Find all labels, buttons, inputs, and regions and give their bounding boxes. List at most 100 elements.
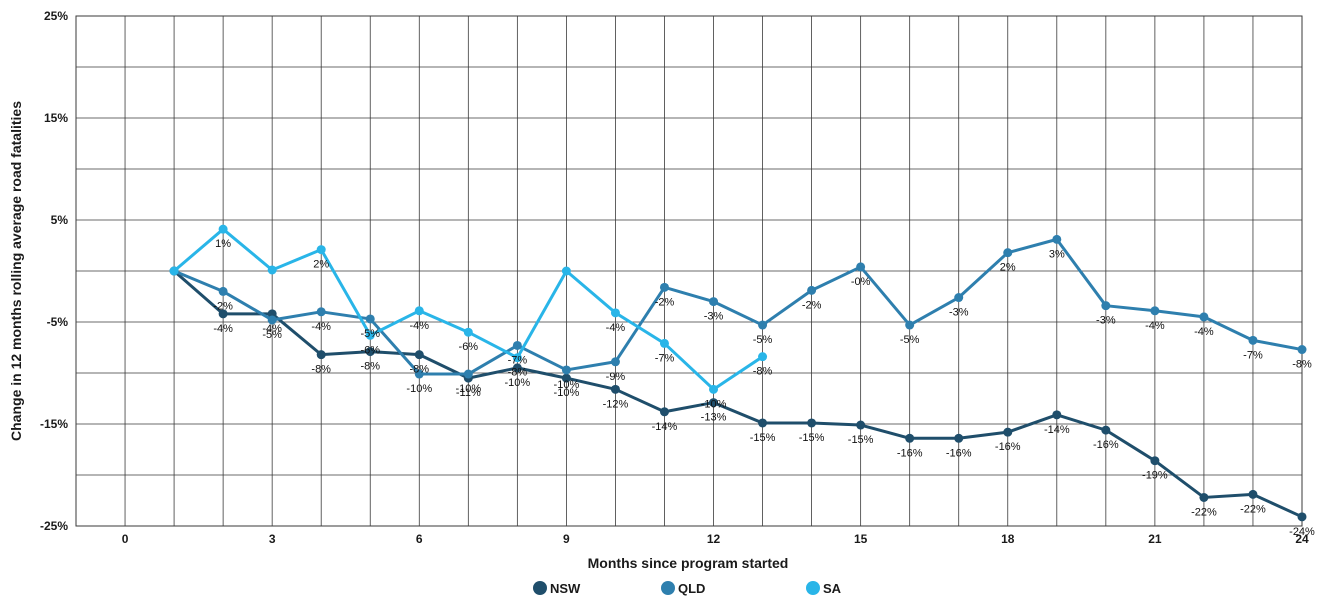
data-label-nsw: -16% bbox=[995, 441, 1021, 453]
data-point-sa bbox=[463, 327, 473, 337]
data-label-nsw: -11% bbox=[456, 387, 481, 399]
data-point-qld bbox=[218, 286, 228, 296]
data-label-qld: -2% bbox=[655, 296, 675, 308]
data-point-sa bbox=[267, 265, 277, 275]
data-label-sa: -6% bbox=[360, 344, 380, 356]
data-label-qld: -7% bbox=[508, 354, 528, 366]
data-label-sa: -4% bbox=[606, 322, 626, 334]
data-point-sa bbox=[218, 224, 228, 234]
legend-marker-qld bbox=[661, 581, 675, 595]
data-point-qld bbox=[1150, 306, 1160, 316]
x-tick-label: 0 bbox=[122, 532, 129, 546]
data-point-qld bbox=[463, 369, 473, 379]
x-tick-label: 15 bbox=[854, 532, 868, 546]
y-tick-label: -15% bbox=[40, 417, 68, 431]
data-label-nsw: -22% bbox=[1191, 506, 1217, 518]
x-tick-label: 24 bbox=[1295, 532, 1309, 546]
data-point-qld bbox=[316, 307, 326, 317]
data-point-qld bbox=[1052, 234, 1062, 244]
data-label-qld: -5% bbox=[262, 329, 282, 341]
data-label-qld: -4% bbox=[1145, 320, 1165, 332]
data-label-qld: -4% bbox=[311, 321, 331, 333]
data-point-nsw bbox=[807, 418, 817, 428]
data-point-nsw bbox=[1003, 427, 1013, 437]
data-point-sa bbox=[169, 266, 179, 276]
data-label-nsw: -15% bbox=[848, 434, 874, 446]
data-point-qld bbox=[1101, 301, 1111, 311]
data-point-nsw bbox=[561, 373, 571, 383]
data-point-sa bbox=[365, 330, 375, 340]
data-point-qld bbox=[905, 320, 915, 330]
data-point-nsw bbox=[709, 398, 719, 408]
data-label-qld: -0% bbox=[851, 276, 871, 288]
series-line-nsw bbox=[172, 269, 1304, 519]
x-tick-label: 3 bbox=[269, 532, 276, 546]
data-label-nsw: -4% bbox=[262, 323, 282, 335]
data-label-qld: -3% bbox=[949, 307, 969, 319]
data-label-nsw: -24% bbox=[1289, 526, 1315, 538]
data-point-sa bbox=[512, 353, 522, 363]
data-label-nsw: -22% bbox=[1240, 503, 1266, 515]
data-label-qld: -2% bbox=[802, 299, 822, 311]
x-tick-label: 6 bbox=[416, 532, 423, 546]
y-axis-title: Change in 12 months rolling average road… bbox=[8, 101, 24, 441]
data-point-nsw bbox=[1101, 425, 1111, 435]
y-tick-label: 15% bbox=[44, 111, 68, 125]
y-tick-label: 5% bbox=[51, 213, 69, 227]
data-label-qld: -5% bbox=[900, 334, 920, 346]
data-label-nsw: -10% bbox=[505, 377, 531, 389]
data-label-sa: -10% bbox=[701, 398, 727, 410]
data-point-sa bbox=[709, 384, 719, 394]
x-tick-label: 18 bbox=[1001, 532, 1015, 546]
data-point-nsw bbox=[1297, 512, 1307, 522]
data-label-qld: -5% bbox=[753, 334, 773, 346]
data-label-nsw: -8% bbox=[360, 361, 380, 373]
legend-marker-nsw bbox=[533, 581, 547, 595]
data-label-qld: 2% bbox=[1000, 262, 1016, 274]
data-point-nsw bbox=[316, 350, 326, 360]
data-point-nsw bbox=[758, 418, 768, 428]
data-point-nsw bbox=[512, 363, 522, 373]
data-label-qld: -5% bbox=[360, 328, 380, 340]
legend-label-qld: QLD bbox=[678, 581, 705, 596]
data-point-qld bbox=[807, 285, 817, 295]
data-label-nsw: -10% bbox=[554, 387, 580, 399]
data-label-qld: -3% bbox=[1096, 315, 1116, 327]
data-label-qld: -2% bbox=[213, 300, 233, 312]
legend-marker-sa bbox=[806, 581, 820, 595]
data-label-sa: -6% bbox=[459, 341, 479, 353]
series-lines bbox=[169, 224, 1307, 522]
data-label-nsw: -4% bbox=[213, 323, 233, 335]
data-point-nsw bbox=[610, 384, 620, 394]
data-point-sa bbox=[659, 338, 669, 348]
data-label-nsw: -14% bbox=[652, 421, 678, 433]
data-label-nsw: -15% bbox=[750, 432, 776, 444]
x-axis-title: Months since program started bbox=[588, 555, 789, 571]
data-label-nsw: -16% bbox=[897, 447, 923, 459]
data-label-nsw: -16% bbox=[946, 447, 972, 459]
data-point-nsw bbox=[954, 433, 964, 443]
data-label-sa: -8% bbox=[753, 366, 773, 378]
data-point-qld bbox=[512, 340, 522, 350]
data-point-nsw bbox=[905, 433, 915, 443]
data-label-qld: -10% bbox=[455, 383, 481, 395]
data-label-qld: -9% bbox=[606, 371, 626, 383]
data-point-sa bbox=[414, 306, 424, 316]
data-label-sa: -8% bbox=[508, 367, 528, 379]
legend-label-sa: SA bbox=[823, 581, 842, 596]
y-tick-label: -25% bbox=[40, 519, 68, 533]
data-label-nsw: -8% bbox=[409, 364, 429, 376]
data-point-qld bbox=[954, 293, 964, 303]
data-point-qld bbox=[758, 320, 768, 330]
data-point-nsw bbox=[1052, 410, 1062, 420]
axes: 0 3 6 9 12 15 18 21 24 25% 15% 5% -5% -15% -25% bbox=[40, 9, 1309, 546]
plot-frame bbox=[75, 15, 1303, 527]
data-label-nsw: -19% bbox=[1142, 470, 1168, 482]
data-point-qld bbox=[267, 315, 277, 325]
y-tick-label: 25% bbox=[44, 9, 68, 23]
data-point-qld bbox=[856, 262, 866, 272]
data-label-sa: -7% bbox=[655, 352, 675, 364]
data-label-qld: 3% bbox=[1049, 248, 1065, 260]
data-point-sa bbox=[561, 266, 571, 276]
